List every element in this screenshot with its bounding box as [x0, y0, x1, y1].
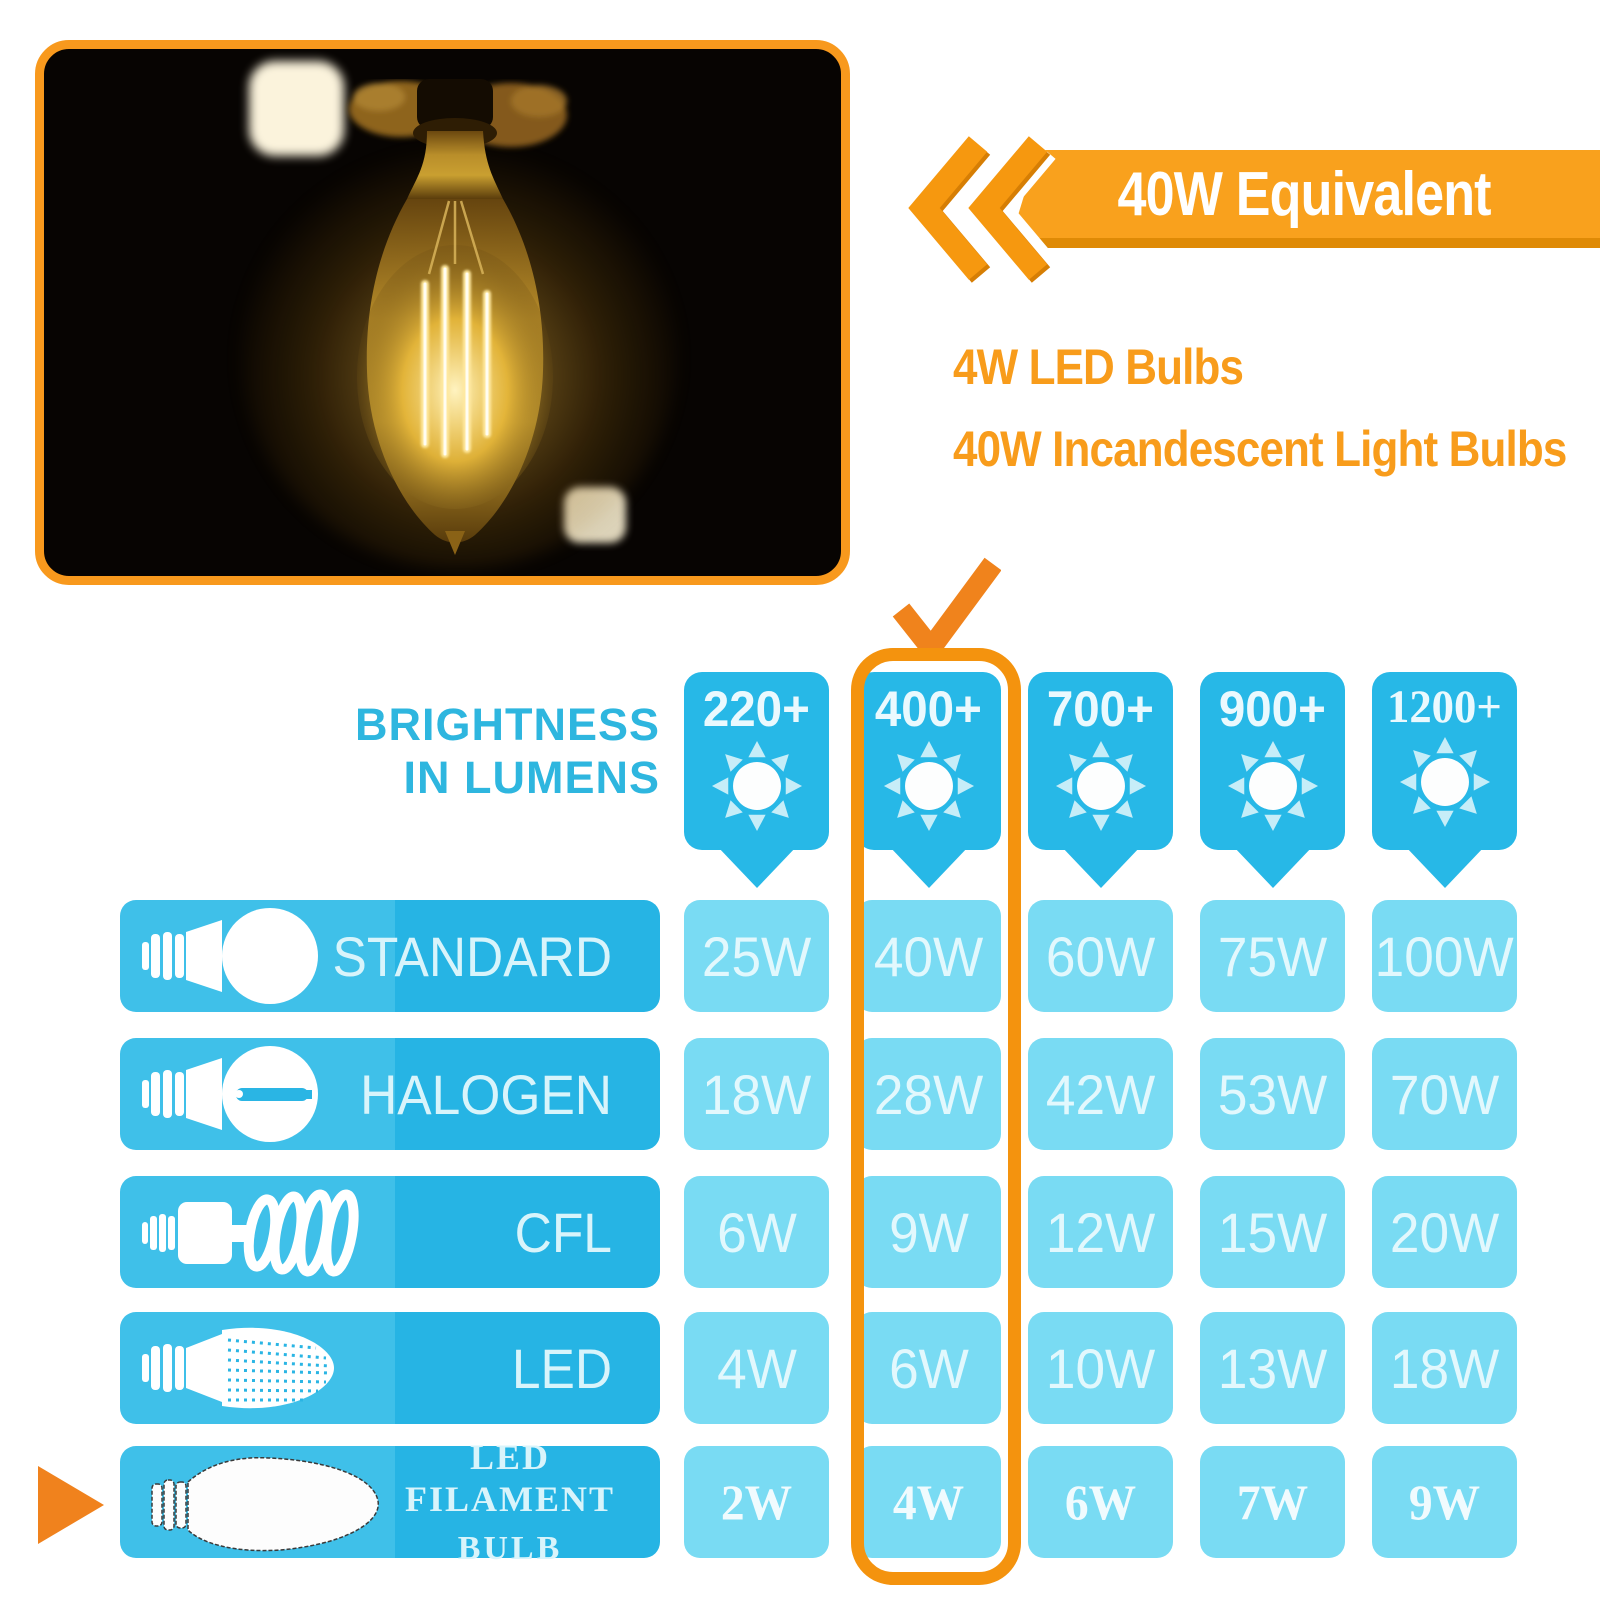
- row-label: CFL: [514, 1200, 613, 1264]
- equivalent-banner-label: 40W Equivalent: [1117, 159, 1491, 229]
- table-title-line1: BRIGHTNESS: [354, 699, 660, 750]
- checkmark-icon: [892, 557, 1001, 656]
- wattage-cell: 15W: [1200, 1176, 1345, 1288]
- row-banner-standard: STANDARD: [120, 900, 660, 1012]
- lumens-tab-1200: 1200+: [1372, 672, 1517, 850]
- wattage-cell: 9W: [1372, 1446, 1517, 1558]
- wattage-cell: 12W: [1028, 1176, 1173, 1288]
- wattage-cell: 6W: [856, 1312, 1001, 1424]
- lumens-tab-label: 900+: [1219, 681, 1326, 737]
- wattage-cell: 6W: [1028, 1446, 1173, 1558]
- lumens-tab-400: 400+: [856, 672, 1001, 850]
- row-label: HALOGEN: [360, 1062, 613, 1126]
- led-bulb-icon: [142, 1327, 334, 1409]
- sun-icon: [883, 740, 974, 832]
- wattage-cell: 60W: [1028, 900, 1173, 1012]
- sun-icon: [1055, 740, 1146, 832]
- wattage-cell: 70W: [1372, 1038, 1517, 1150]
- wattage-cell: 13W: [1200, 1312, 1345, 1424]
- halogen-bulb-icon: [142, 1046, 318, 1142]
- table-title-line2: IN LUMENS: [403, 752, 660, 803]
- lumens-tab-900: 900+: [1200, 672, 1345, 850]
- bokeh-light: [249, 61, 344, 156]
- row-label: LED: [511, 1336, 613, 1400]
- row-banner-led-filament: LED FILAMENT BULB: [120, 1437, 660, 1567]
- incandescent-wattage-text: 40W Incandescent Light Bulbs: [953, 421, 1567, 477]
- wattage-cell: 10W: [1028, 1312, 1173, 1424]
- edison-bulb-photo: [35, 40, 850, 585]
- table-title: BRIGHTNESS IN LUMENS: [160, 698, 660, 804]
- arrow-marker-icon: [38, 1466, 104, 1544]
- lumens-tab-label: 220+: [703, 681, 810, 737]
- sun-icon: [711, 740, 802, 832]
- standard-bulb-icon: [142, 908, 318, 1004]
- double-chevron-left-icon: [902, 134, 1056, 284]
- lumens-tab-label: 400+: [875, 681, 982, 737]
- filament-bulb-icon: [151, 1456, 379, 1552]
- wattage-cell: 7W: [1200, 1446, 1345, 1558]
- wattage-cell: 4W: [856, 1446, 1001, 1558]
- row-banner-cfl: CFL: [120, 1176, 660, 1288]
- row-label: STANDARD: [332, 924, 613, 988]
- wattage-cell: 28W: [856, 1038, 1001, 1150]
- wattage-cell: 100W: [1372, 900, 1517, 1012]
- row-banner-led: LED: [120, 1312, 660, 1424]
- wattage-cell: 18W: [1372, 1312, 1517, 1424]
- row-label: LED FILAMENT BULB: [404, 1437, 615, 1567]
- wattage-cell: 20W: [1372, 1176, 1517, 1288]
- wattage-cell: 42W: [1028, 1038, 1173, 1150]
- wattage-cell: 4W: [684, 1312, 829, 1424]
- wattage-cell: 25W: [684, 900, 829, 1012]
- led-wattage-text: 4W LED Bulbs: [953, 339, 1244, 395]
- edison-filament-bulb-illustration: [349, 79, 567, 555]
- lumens-tab-label: 700+: [1047, 681, 1154, 737]
- lumens-tab-label: 1200+: [1387, 681, 1502, 733]
- wattage-cell: 53W: [1200, 1038, 1345, 1150]
- equivalent-banner: 40W Equivalent: [1008, 150, 1600, 248]
- wattage-cell: 9W: [856, 1176, 1001, 1288]
- row-banner-halogen: HALOGEN: [120, 1038, 660, 1150]
- wattage-cell: 40W: [856, 900, 1001, 1012]
- cfl-bulb-icon: [142, 1189, 359, 1277]
- wattage-cell: 18W: [684, 1038, 829, 1150]
- wattage-cell: 75W: [1200, 900, 1345, 1012]
- sun-icon: [1399, 736, 1490, 828]
- lumens-tab-220: 220+: [684, 672, 829, 850]
- highlighted-column-outline: [851, 648, 1021, 1585]
- lumens-tab-700: 700+: [1028, 672, 1173, 850]
- wattage-cell: 2W: [684, 1446, 829, 1558]
- wattage-cell: 6W: [684, 1176, 829, 1288]
- sun-icon: [1227, 740, 1318, 832]
